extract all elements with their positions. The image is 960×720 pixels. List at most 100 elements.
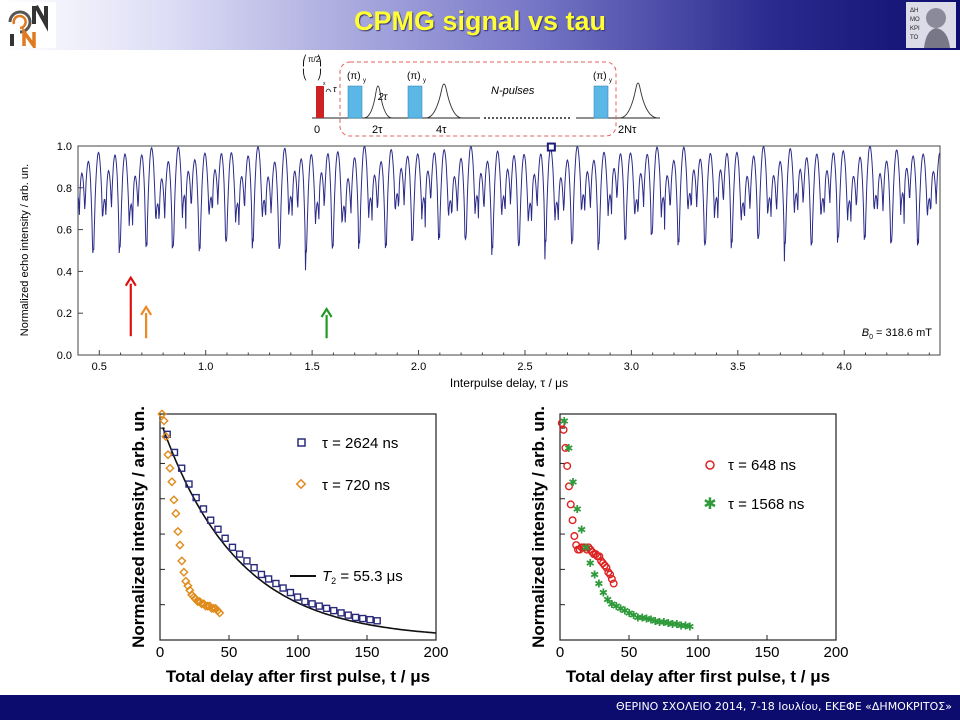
x-tick-label: 100: [685, 644, 710, 661]
y-tick-label: 0.6: [57, 225, 72, 237]
legend-label-720: τ = 720 ns: [322, 477, 390, 494]
tick-4tau: 4τ: [436, 124, 447, 136]
data-point: [272, 579, 280, 588]
legend-label-1568: τ = 1568 ns: [728, 496, 804, 513]
x-tick-label: 50: [221, 644, 238, 661]
data-point: ✱: [573, 504, 582, 516]
data-point: ✱: [655, 617, 664, 629]
data-point: [171, 508, 181, 519]
svg-text:ΚΡΙ: ΚΡΙ: [910, 26, 920, 32]
y-tick-label: 0.4: [57, 266, 72, 278]
data-point: [359, 614, 367, 623]
pi-pulse-2-label: (π): [407, 71, 421, 82]
data-point: ✱: [672, 619, 681, 631]
data-point: [169, 495, 179, 505]
data-point: [344, 611, 352, 619]
data-point: [279, 584, 287, 592]
x-tick-label: 2.5: [517, 361, 532, 373]
data-point: ✱: [612, 601, 621, 613]
data-point: ✱: [664, 618, 673, 630]
data-point: ✱: [620, 606, 629, 618]
data-point: [228, 543, 237, 552]
x-tick-label: 1.5: [304, 361, 319, 373]
data-point: ✱: [560, 416, 569, 428]
data-point: [602, 563, 611, 572]
data-point: ✱: [651, 616, 660, 628]
svg-text:⎠: ⎠: [317, 68, 322, 81]
data-point: ✱: [625, 608, 634, 620]
cnn-logo: [2, 2, 56, 48]
x-tick-label: 2.0: [411, 361, 426, 373]
pi-pulse-n-sub: y: [609, 78, 612, 84]
n-pulses-label: N-pulses: [491, 85, 535, 97]
echo-intensity-chart: 0.0 0.2 0.4 0.6 0.8 1.0 0.5 1.0 1.5 2.0 2.5 3.0 3.5…: [19, 141, 941, 390]
b0-annotation: B0 = 318.6 mT: [862, 327, 933, 341]
data-point: ✱: [642, 614, 651, 626]
decay-points: [157, 409, 381, 625]
main-y-axis-label: Normalized echo intensity / arb. un.: [19, 164, 31, 336]
tau-arrow-head-2: [320, 306, 333, 318]
data-point: ✱: [668, 619, 677, 631]
data-point: [250, 563, 258, 572]
x-tick-label: 3.5: [730, 361, 745, 373]
data-point: ✱: [603, 594, 612, 606]
data-point: [170, 448, 179, 457]
data-point: [607, 574, 616, 583]
first-pulse-sub: x: [323, 81, 326, 87]
data-point: [322, 604, 331, 613]
x-axis-label: Total delay after first pulse, t / μs: [166, 667, 430, 686]
data-point: [235, 550, 244, 558]
data-point: [373, 617, 381, 625]
data-point: ✱: [659, 617, 668, 629]
data-point: [308, 600, 316, 608]
decay-points: ✱✱✱✱✱✱✱✱✱✱✱✱✱✱✱✱✱✱✱✱✱✱✱✱✱✱✱✱✱✱: [557, 416, 694, 633]
data-point: ✱: [607, 599, 616, 611]
data-point: [177, 464, 186, 472]
pi-pulse-1-sub: y: [363, 78, 366, 84]
first-pulse-label: π/2: [308, 55, 321, 64]
tick-2tau: 2τ: [372, 124, 383, 136]
legend: τ = 2624 ns τ = 720 ns T2 = 55.3 μs: [290, 435, 403, 586]
data-point: ✱: [581, 542, 590, 554]
legend-marker-diamond: [295, 478, 307, 490]
x-tick-label: 150: [354, 644, 379, 661]
x-tick-label: 0: [556, 644, 564, 661]
y-tick-label: 0.2: [57, 308, 72, 320]
svg-text:ΔΗ: ΔΗ: [910, 8, 918, 14]
x-ticks: 0 50 100 150 200: [156, 635, 449, 661]
data-point: [366, 615, 374, 624]
data-point: ✱: [616, 603, 625, 615]
pi-pulse-1-label: (π): [347, 71, 361, 82]
data-point: [286, 588, 295, 597]
pi-pulse-n: [593, 85, 609, 119]
echo-trace: [77, 146, 941, 271]
tau-arrow-head-1: [140, 304, 153, 316]
data-point: [563, 461, 572, 470]
legend-label-2624: τ = 2624 ns: [322, 435, 398, 452]
tau-arrow-head-0: [124, 275, 137, 287]
legend-marker-square: [297, 438, 306, 447]
data-point: [330, 606, 338, 615]
main-x-axis-label: Interpulse delay, τ / μs: [450, 376, 568, 390]
data-point: [595, 552, 604, 561]
data-point: ✱: [646, 615, 655, 627]
legend-label-648: τ = 648 ns: [728, 457, 796, 474]
x-tick-label: 150: [754, 644, 779, 661]
data-point: [157, 409, 167, 419]
data-point: [564, 482, 573, 491]
legend-marker-star: ✱: [703, 496, 716, 513]
data-point: [199, 505, 208, 513]
x-tick-label: 0.5: [92, 361, 107, 373]
data-point: [264, 575, 273, 583]
tau-label: τ: [333, 84, 337, 94]
y-tick-label: 1.0: [57, 141, 72, 153]
x-tick-label: 200: [423, 644, 448, 661]
pi-pulse-2: [407, 85, 423, 119]
svg-text:⎞: ⎞: [317, 54, 322, 67]
x-tick-label: 50: [621, 644, 638, 661]
data-point: [173, 526, 183, 537]
data-point: ✱: [594, 579, 603, 591]
data-point: [293, 593, 302, 601]
data-point: [301, 597, 309, 606]
data-point: [214, 525, 222, 533]
